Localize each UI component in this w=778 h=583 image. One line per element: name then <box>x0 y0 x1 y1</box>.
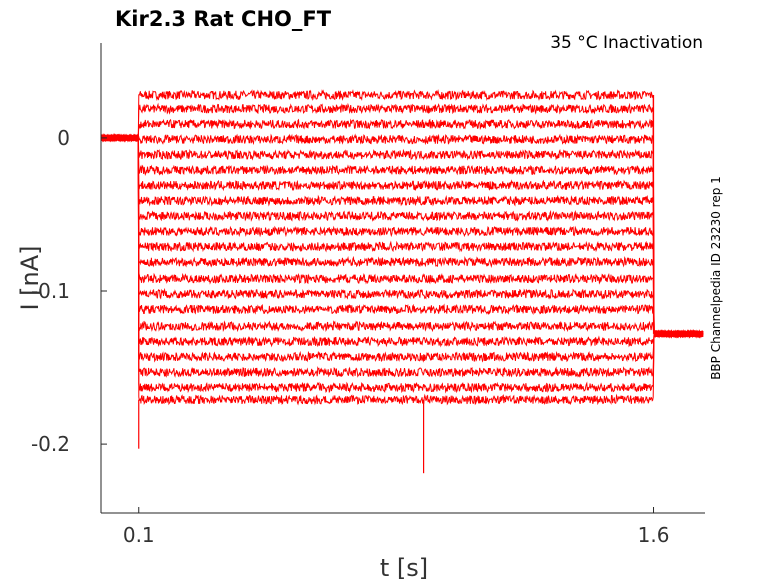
sweep-trace-3 <box>100 118 704 339</box>
sweep-trace-1 <box>100 89 704 338</box>
sweep-trace-2 <box>100 102 704 339</box>
chart-title: Kir2.3 Rat CHO_FT <box>115 7 332 31</box>
x-axis-label: t [s] <box>380 554 428 582</box>
y-tick-label: -0.2 <box>31 432 70 456</box>
sweep-trace-16 <box>100 133 704 339</box>
sweep-trace-21 <box>100 133 704 406</box>
sweep-trace-15 <box>100 133 704 339</box>
y-axis-label: I [nA] <box>16 245 44 310</box>
x-tick-label: 0.1 <box>123 523 155 547</box>
sweep-trace-7 <box>100 133 704 339</box>
sweep-trace-5 <box>100 133 704 339</box>
sweep-trace-4 <box>100 133 704 339</box>
x-ticks: 0.1 1.6 <box>123 507 670 547</box>
sweep-trace-11 <box>100 134 704 339</box>
sweep-trace-17 <box>100 133 704 348</box>
sweep-trace-6 <box>100 133 704 339</box>
sweep-trace-19 <box>100 133 704 378</box>
sweep-trace-20 <box>100 133 704 394</box>
sweep-trace-9 <box>100 134 704 339</box>
chart-subtitle: 35 °C Inactivation <box>550 33 703 53</box>
x-tick-label: 1.6 <box>638 523 670 547</box>
source-note: BBP Channelpedia ID 23230 rep 1 <box>709 176 723 380</box>
sweep-traces <box>100 89 704 474</box>
sweep-trace-8 <box>100 133 703 339</box>
sweep-trace-10 <box>100 133 704 339</box>
sweep-trace-12 <box>100 133 704 339</box>
sweep-trace-18 <box>100 133 704 363</box>
y-tick-label: -0.1 <box>31 279 70 303</box>
y-ticks: 0 -0.1 -0.2 <box>31 126 107 456</box>
y-tick-label: 0 <box>57 126 70 150</box>
sweep-trace-14 <box>100 133 704 339</box>
sweep-trace-13 <box>100 133 704 338</box>
